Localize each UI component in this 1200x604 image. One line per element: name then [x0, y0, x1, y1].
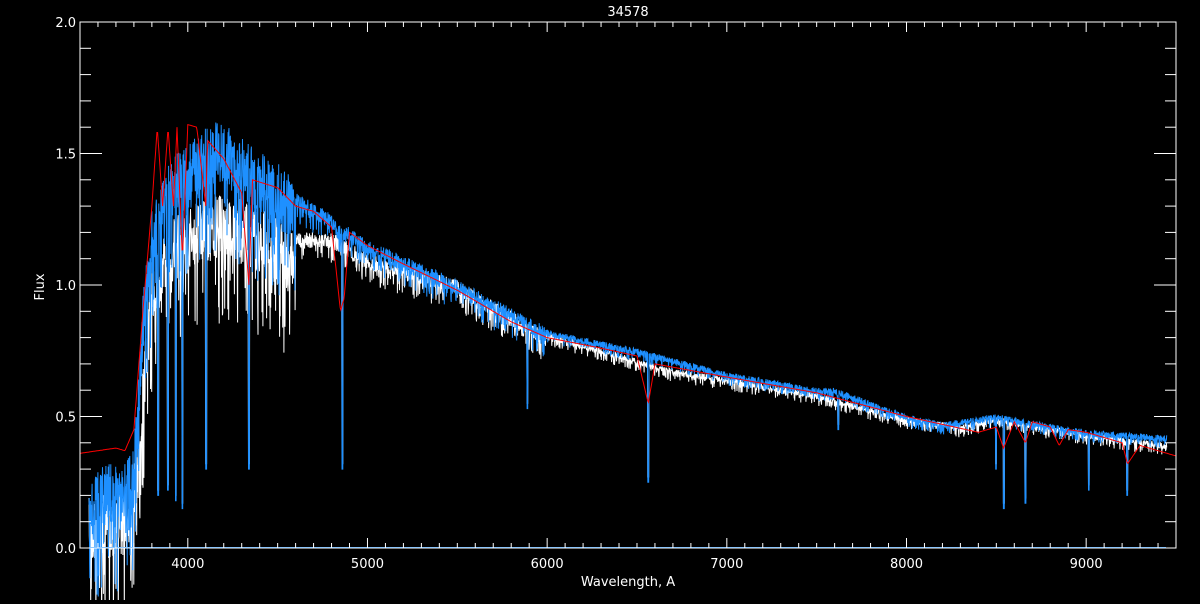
x-tick-label: 5000 [351, 557, 384, 572]
plot-area [79, 122, 1177, 604]
series-red [79, 123, 1177, 465]
y-tick-label: 0.5 [55, 411, 76, 426]
x-tick-label: 9000 [1070, 557, 1103, 572]
axes: 4000 5000 6000 7000 8000 9000 0.0 0.5 1.0 1.5 2.0 [55, 16, 1177, 572]
plot-frame [79, 21, 1177, 549]
series-blue [88, 122, 1168, 597]
x-tick-label: 7000 [710, 557, 743, 572]
x-tick-label: 6000 [531, 557, 564, 572]
chart-title: 34578 [607, 5, 648, 20]
series-white [88, 195, 1168, 604]
y-axis-label: Flux [33, 273, 48, 300]
y-tick-label: 1.0 [55, 279, 76, 294]
x-tick-label: 8000 [890, 557, 923, 572]
y-tick-label: 1.5 [55, 148, 76, 163]
y-tick-label: 2.0 [55, 16, 76, 31]
y-tick-label: 0.0 [55, 542, 76, 557]
x-tick-label: 4000 [171, 557, 204, 572]
x-axis-label: Wavelength, A [581, 575, 675, 590]
